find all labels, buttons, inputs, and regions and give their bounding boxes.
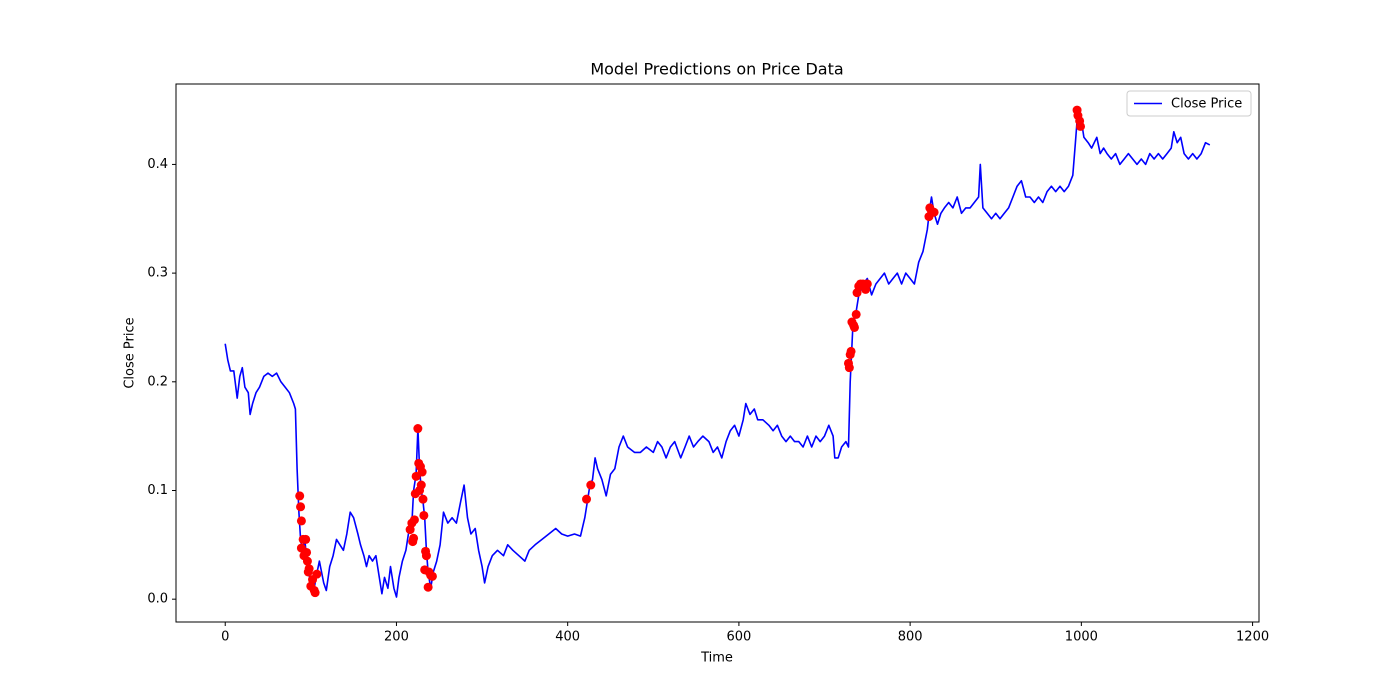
x-tick-label: 0 [221,630,229,645]
prediction-marker [296,502,306,512]
y-tick-label: 0.3 [147,266,168,281]
prediction-marker [409,515,419,525]
prediction-marker [295,491,305,501]
prediction-marker [846,346,856,356]
x-tick-label: 1000 [1065,630,1098,645]
prediction-marker [304,564,314,574]
prediction-marker [417,467,427,477]
y-tick-label: 0.0 [147,592,168,607]
legend-box [1126,90,1252,117]
prediction-marker [409,533,419,543]
x-tick-label: 400 [555,630,580,645]
y-axis-label: Close Price [123,317,138,388]
prediction-marker [296,516,306,526]
x-tick-label: 1200 [1236,630,1269,645]
prediction-marker [418,494,428,504]
price-line [224,109,1211,598]
prediction-marker [586,480,596,490]
prediction-marker [844,363,854,373]
prediction-marker [929,207,939,217]
y-tick-label: 0.2 [147,374,168,389]
prediction-marker [862,279,872,289]
y-tick-label: 0.4 [147,157,168,172]
prediction-marker [1075,121,1085,131]
plot-frame [175,83,1260,623]
x-tick-label: 800 [898,630,923,645]
prediction-marker [851,309,861,319]
legend-label: Close Price [1171,97,1242,112]
prediction-marker [419,510,429,520]
prediction-marker [423,582,433,592]
prediction-marker [413,424,423,434]
prediction-marker [310,588,320,598]
prediction-marker [302,556,312,566]
prediction-marker [849,322,859,332]
y-tick-label: 0.1 [147,483,168,498]
prediction-marker [421,551,431,561]
prediction-marker [582,494,592,504]
prediction-marker [312,569,322,579]
x-tick-label: 200 [384,630,409,645]
prediction-marker [302,547,312,557]
prediction-marker [301,534,311,544]
x-tick-label: 600 [726,630,751,645]
x-axis-label: Time [700,651,733,666]
prediction-marker [416,480,426,490]
prediction-marker [427,571,437,581]
chart-title: Model Predictions on Price Data [590,60,843,79]
